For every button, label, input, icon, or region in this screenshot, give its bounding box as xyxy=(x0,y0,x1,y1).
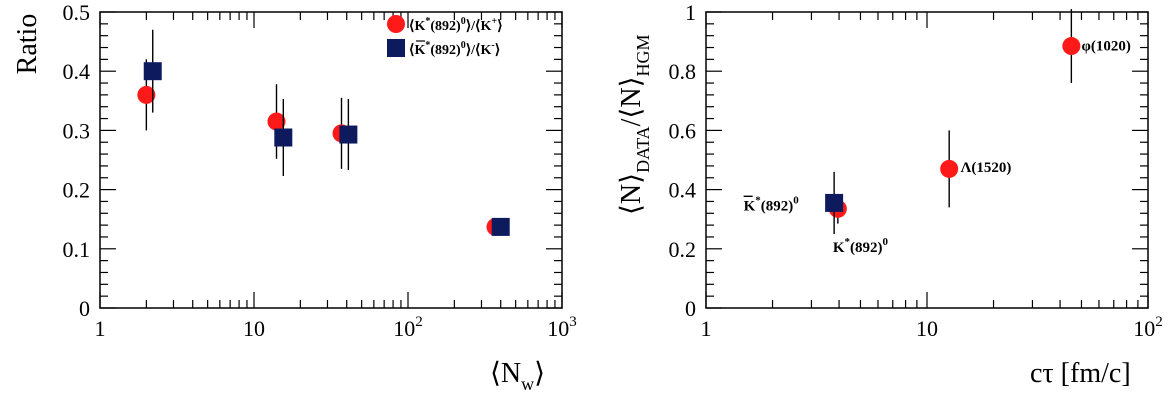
label-sup: 0 xyxy=(793,194,799,206)
xlabel-sub: w xyxy=(521,374,534,394)
legend-marker-circle xyxy=(387,15,405,33)
legend-entry: ⟨K*(892)0⟩/⟨K-⟩ xyxy=(409,40,500,58)
ylabel-part: /⟨N⟩ xyxy=(616,77,647,127)
label-rest: (892) xyxy=(850,240,883,256)
tick-base: 10 xyxy=(393,316,415,341)
panel-right-y-tick-label: 0.2 xyxy=(669,237,697,262)
legend-part: ⟩/⟨K xyxy=(466,43,492,58)
panel-left-x-tick-label: 103 xyxy=(547,314,577,341)
panel-right-y-tick-label: 0.8 xyxy=(669,59,697,84)
legend-marker-square xyxy=(387,39,405,57)
panel-right-y-tick-label: 0.6 xyxy=(669,118,697,143)
label-rest: (1520) xyxy=(971,160,1011,176)
tick-base: 10 xyxy=(243,316,265,341)
label-sup: 0 xyxy=(883,236,889,248)
panel-left-point-square xyxy=(491,217,510,236)
label-rest: (1020) xyxy=(1091,38,1131,54)
panel-left-point-square xyxy=(143,62,162,81)
panel-right-frame xyxy=(705,11,1149,309)
ylabel-sub: DATA xyxy=(633,126,653,173)
legend-entry: ⟨K*(892)0⟩/⟨K+⟩ xyxy=(409,16,503,34)
panel-left-x-tick-label: 102 xyxy=(393,314,423,341)
legend-sup: * xyxy=(425,40,430,51)
legend-part: ⟨K xyxy=(409,43,425,58)
panel-right-point-circle xyxy=(1062,37,1081,56)
panel-left-y-tick-label: 0.2 xyxy=(63,178,91,203)
left-x-axis-title: ⟨Nw⟩ xyxy=(490,358,545,394)
tick-base: 1 xyxy=(701,316,712,341)
tick-exponent: 2 xyxy=(415,314,423,330)
legend-sup: - xyxy=(491,40,494,51)
legend-part: ⟩/⟨K xyxy=(466,19,492,34)
panel-right-point-square xyxy=(825,193,844,212)
left-y-axis-title: Ratio xyxy=(12,14,43,75)
legend-sup: + xyxy=(491,16,497,27)
right-panel: 1 10 10200.20.40.60.81K*(892)0Λ(1520)φ(102… xyxy=(616,0,1163,389)
label-base: φ xyxy=(1081,38,1090,54)
tick-base: 10 xyxy=(1133,316,1155,341)
panel-right-x-tick-label: 102 xyxy=(1133,314,1163,341)
legend-sup: 0 xyxy=(461,16,466,27)
panel-left-y-tick-label: 0.5 xyxy=(63,0,91,25)
panel-left-y-tick-label: 0.3 xyxy=(63,118,91,143)
panel-right-x-tick-label: 1 xyxy=(701,316,712,341)
panel-right-point-label: K*(892)0 xyxy=(833,236,889,256)
panel-left-y-tick-label: 0.4 xyxy=(63,59,91,84)
label-sup: * xyxy=(845,236,851,248)
legend-part: ⟩ xyxy=(497,19,502,34)
panel-left-point-circle xyxy=(267,112,286,131)
panel-right-point-label: Λ(1520) xyxy=(961,160,1012,176)
panel-left-x-tick-label: 1 xyxy=(95,316,106,341)
right-x-axis-title: cτ [fm/c] xyxy=(1030,358,1131,389)
left-panel: 1 10 102 10300.10.20.30.40.5Ratio⟨Nw⟩⟨K*(89… xyxy=(12,0,577,394)
panel-left-point-square xyxy=(274,128,293,147)
legend-part: (892) xyxy=(430,19,461,34)
label-base: Λ xyxy=(961,160,972,176)
panel-left-x-tick-label: 10 xyxy=(243,316,265,341)
panel-right-x-tick-label: 10 xyxy=(916,316,938,341)
xlabel-close: ⟩ xyxy=(534,358,545,389)
tick-exponent: 2 xyxy=(1155,314,1163,330)
legend-sup: 0 xyxy=(461,40,466,51)
panel-left-y-tick-label: 0.1 xyxy=(63,237,91,262)
ylabel-sub: HGM xyxy=(633,34,653,76)
tick-base: 10 xyxy=(547,316,569,341)
right-y-axis-title: ⟨N⟩DATA/⟨N⟩HGM xyxy=(616,34,653,215)
label-rest: (892) xyxy=(761,198,794,214)
ylabel-part: ⟨N⟩ xyxy=(616,173,647,215)
panel-right-y-tick-label: 0.4 xyxy=(669,178,697,203)
label-base: K xyxy=(744,198,756,214)
tick-base: 10 xyxy=(916,316,938,341)
xlabel-base: ⟨N xyxy=(490,358,521,389)
panel-left-frame xyxy=(99,11,563,309)
panel-right-y-tick-label: 0 xyxy=(685,296,696,321)
tick-exponent: 3 xyxy=(569,314,577,330)
panel-left-y-tick-label: 0 xyxy=(79,296,90,321)
panel-right-point-circle xyxy=(940,159,959,178)
tick-base: 1 xyxy=(95,316,106,341)
legend-part: ⟩ xyxy=(495,43,500,58)
label-base: K xyxy=(833,240,845,256)
legend-part: ⟨K xyxy=(409,19,425,34)
panel-right-point-label: φ(1020) xyxy=(1081,38,1130,54)
label-sup: * xyxy=(755,194,761,206)
panel-left-point-circle xyxy=(137,85,156,104)
panel-right-y-tick-label: 1 xyxy=(685,0,696,25)
legend-sup: * xyxy=(425,16,430,27)
panel-right-point-label: K*(892)0 xyxy=(744,194,800,214)
legend-part: (892) xyxy=(430,43,461,58)
panel-left-point-square xyxy=(339,125,358,144)
